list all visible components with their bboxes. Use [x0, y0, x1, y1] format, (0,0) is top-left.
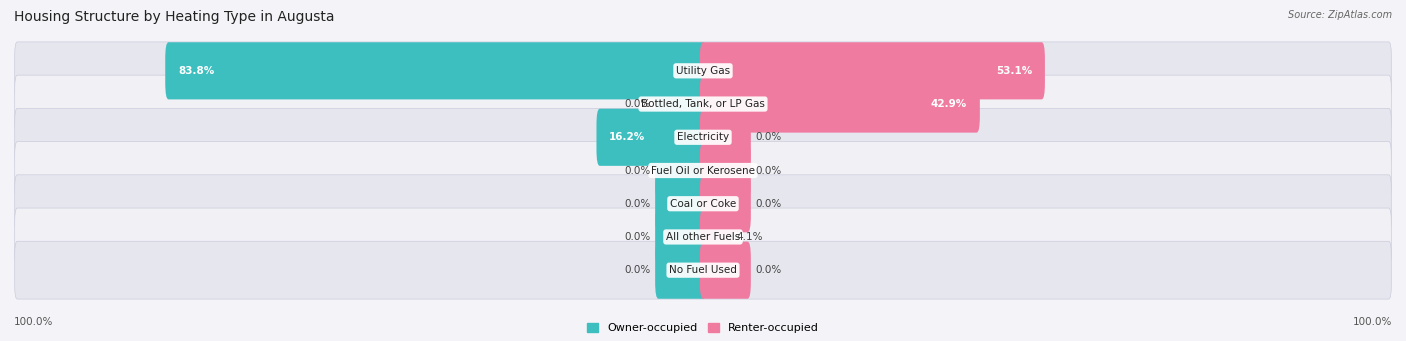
FancyBboxPatch shape: [655, 75, 706, 133]
Text: 4.1%: 4.1%: [737, 232, 763, 242]
Legend: Owner-occupied, Renter-occupied: Owner-occupied, Renter-occupied: [586, 323, 820, 333]
FancyBboxPatch shape: [700, 109, 751, 166]
Text: No Fuel Used: No Fuel Used: [669, 265, 737, 275]
Text: 0.0%: 0.0%: [624, 232, 651, 242]
Text: 0.0%: 0.0%: [755, 199, 782, 209]
Text: Housing Structure by Heating Type in Augusta: Housing Structure by Heating Type in Aug…: [14, 10, 335, 24]
Text: 100.0%: 100.0%: [1353, 317, 1392, 327]
Text: 0.0%: 0.0%: [755, 165, 782, 176]
Text: All other Fuels: All other Fuels: [666, 232, 740, 242]
FancyBboxPatch shape: [596, 109, 706, 166]
Text: Source: ZipAtlas.com: Source: ZipAtlas.com: [1288, 10, 1392, 20]
FancyBboxPatch shape: [14, 142, 1392, 199]
FancyBboxPatch shape: [700, 42, 1045, 99]
FancyBboxPatch shape: [700, 175, 751, 232]
FancyBboxPatch shape: [655, 142, 706, 199]
Text: Utility Gas: Utility Gas: [676, 66, 730, 76]
FancyBboxPatch shape: [700, 242, 751, 299]
FancyBboxPatch shape: [14, 108, 1392, 166]
Text: Fuel Oil or Kerosene: Fuel Oil or Kerosene: [651, 165, 755, 176]
Text: 100.0%: 100.0%: [14, 317, 53, 327]
Text: 53.1%: 53.1%: [995, 66, 1032, 76]
Text: 42.9%: 42.9%: [931, 99, 967, 109]
Text: 0.0%: 0.0%: [624, 99, 651, 109]
FancyBboxPatch shape: [655, 175, 706, 232]
Text: 0.0%: 0.0%: [624, 265, 651, 275]
Text: 16.2%: 16.2%: [609, 132, 645, 142]
FancyBboxPatch shape: [700, 208, 733, 266]
Text: 0.0%: 0.0%: [624, 199, 651, 209]
Text: 83.8%: 83.8%: [179, 66, 214, 76]
FancyBboxPatch shape: [14, 208, 1392, 266]
Text: 0.0%: 0.0%: [755, 265, 782, 275]
Text: 0.0%: 0.0%: [624, 165, 651, 176]
Text: 0.0%: 0.0%: [755, 132, 782, 142]
FancyBboxPatch shape: [655, 242, 706, 299]
FancyBboxPatch shape: [14, 75, 1392, 133]
FancyBboxPatch shape: [655, 208, 706, 266]
FancyBboxPatch shape: [14, 42, 1392, 100]
Text: Coal or Coke: Coal or Coke: [669, 199, 737, 209]
Text: Electricity: Electricity: [676, 132, 730, 142]
FancyBboxPatch shape: [14, 241, 1392, 299]
FancyBboxPatch shape: [14, 175, 1392, 233]
FancyBboxPatch shape: [700, 75, 980, 133]
Text: Bottled, Tank, or LP Gas: Bottled, Tank, or LP Gas: [641, 99, 765, 109]
FancyBboxPatch shape: [700, 142, 751, 199]
FancyBboxPatch shape: [166, 42, 706, 99]
